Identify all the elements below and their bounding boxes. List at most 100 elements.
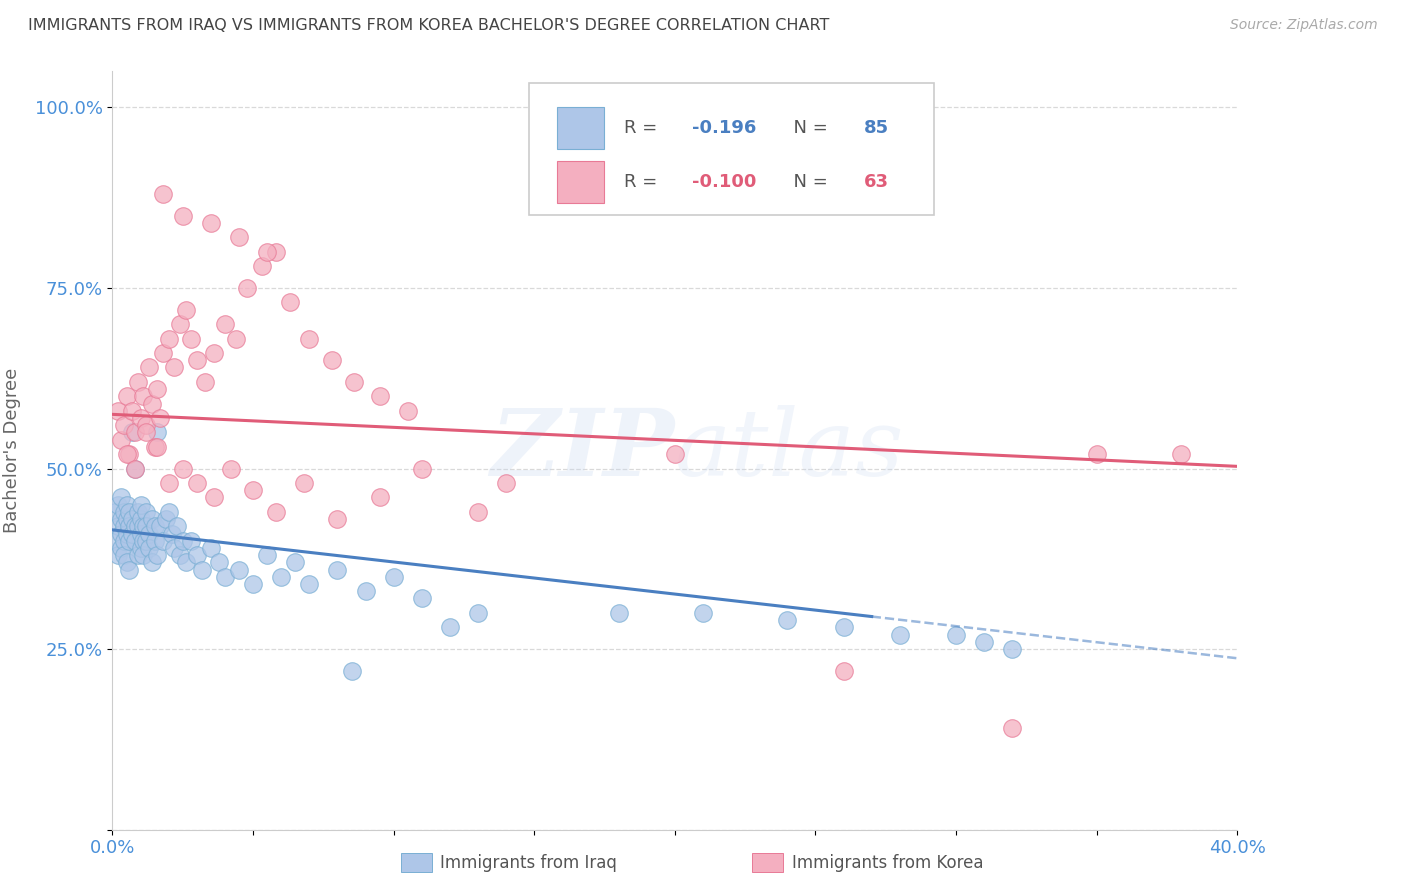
Point	[1001, 642, 1024, 657]
Point	[132, 533, 155, 548]
Point	[166, 519, 188, 533]
Point	[495, 475, 517, 490]
Point	[396, 403, 419, 417]
Point	[124, 425, 146, 440]
Point	[169, 548, 191, 562]
Point	[157, 332, 180, 346]
Point	[776, 613, 799, 627]
Point	[110, 526, 132, 541]
Point	[135, 418, 157, 433]
Text: Immigrants from Iraq: Immigrants from Iraq	[440, 854, 617, 871]
Text: 85: 85	[863, 119, 889, 136]
Point	[298, 332, 321, 346]
Point	[202, 346, 225, 360]
Point	[129, 512, 152, 526]
Point	[135, 533, 157, 548]
Point	[141, 396, 163, 410]
Point	[110, 491, 132, 505]
Point	[343, 375, 366, 389]
Point	[832, 664, 855, 678]
Point	[200, 216, 222, 230]
Point	[115, 512, 138, 526]
Point	[945, 627, 967, 641]
Y-axis label: Bachelor's Degree: Bachelor's Degree	[3, 368, 21, 533]
Point	[228, 563, 250, 577]
Text: IMMIGRANTS FROM IRAQ VS IMMIGRANTS FROM KOREA BACHELOR'S DEGREE CORRELATION CHAR: IMMIGRANTS FROM IRAQ VS IMMIGRANTS FROM …	[28, 18, 830, 33]
Point	[127, 519, 149, 533]
Point	[112, 519, 135, 533]
Point	[104, 533, 127, 548]
Point	[832, 620, 855, 634]
Point	[115, 498, 138, 512]
Point	[149, 519, 172, 533]
Point	[973, 635, 995, 649]
Point	[118, 533, 141, 548]
Point	[157, 475, 180, 490]
Point	[1085, 447, 1108, 461]
Point	[138, 360, 160, 375]
Point	[110, 433, 132, 447]
Point	[186, 548, 208, 562]
Point	[115, 447, 138, 461]
Point	[118, 505, 141, 519]
Point	[143, 533, 166, 548]
Point	[135, 519, 157, 533]
Bar	[557, 107, 605, 149]
Point	[236, 281, 259, 295]
Text: -0.196: -0.196	[692, 119, 756, 136]
Point	[278, 295, 301, 310]
Point	[118, 563, 141, 577]
Point	[129, 498, 152, 512]
Point	[127, 375, 149, 389]
Point	[127, 548, 149, 562]
Point	[143, 519, 166, 533]
Point	[107, 548, 129, 562]
Point	[118, 447, 141, 461]
Point	[115, 389, 138, 403]
Point	[1170, 447, 1192, 461]
Point	[174, 555, 197, 569]
Point	[152, 187, 174, 202]
Point	[186, 353, 208, 368]
Point	[110, 541, 132, 555]
Point	[132, 548, 155, 562]
Point	[124, 519, 146, 533]
Point	[264, 244, 287, 259]
Point	[107, 403, 129, 417]
Point	[163, 360, 186, 375]
Point	[129, 411, 152, 425]
Point	[411, 461, 433, 475]
Point	[321, 353, 343, 368]
Point	[146, 382, 169, 396]
Point	[160, 526, 183, 541]
Point	[411, 591, 433, 606]
Point	[214, 317, 236, 331]
Text: Source: ZipAtlas.com: Source: ZipAtlas.com	[1230, 18, 1378, 32]
Point	[146, 440, 169, 454]
Point	[174, 302, 197, 317]
Point	[664, 447, 686, 461]
Point	[141, 555, 163, 569]
Point	[180, 533, 202, 548]
Text: R =: R =	[624, 173, 664, 191]
Point	[225, 332, 247, 346]
Text: N =: N =	[782, 173, 834, 191]
Point	[124, 461, 146, 475]
Point	[155, 512, 177, 526]
Text: Immigrants from Korea: Immigrants from Korea	[792, 854, 983, 871]
FancyBboxPatch shape	[529, 83, 934, 216]
Point	[172, 533, 194, 548]
Point	[242, 577, 264, 591]
Point	[104, 505, 127, 519]
Point	[172, 209, 194, 223]
Point	[1001, 722, 1024, 736]
Point	[107, 498, 129, 512]
Point	[141, 512, 163, 526]
Point	[270, 570, 292, 584]
Point	[692, 606, 714, 620]
Point	[256, 244, 278, 259]
Bar	[557, 161, 605, 202]
Point	[132, 389, 155, 403]
Text: -0.100: -0.100	[692, 173, 756, 191]
Point	[326, 563, 349, 577]
